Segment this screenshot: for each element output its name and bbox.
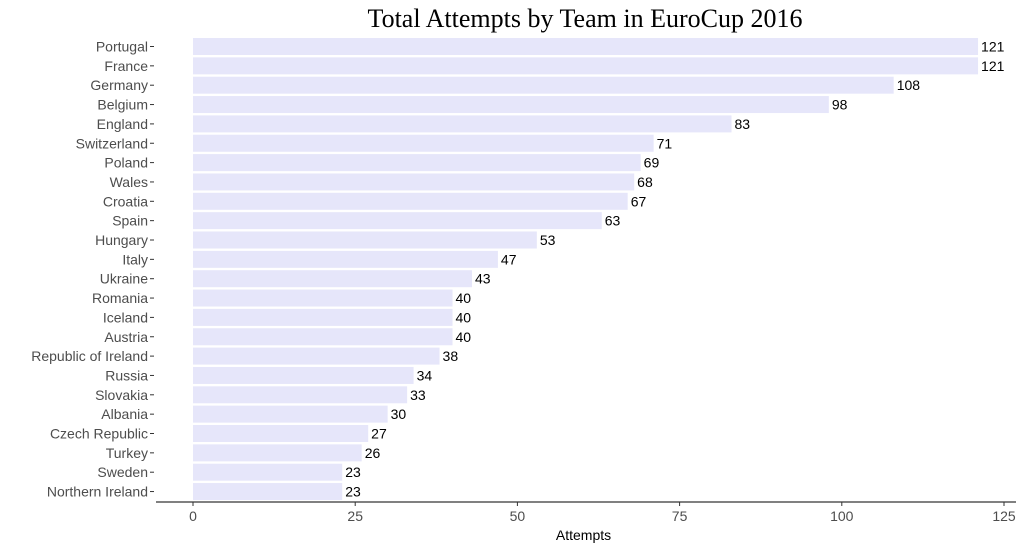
x-tick-label-50: 50 xyxy=(510,508,526,524)
bar-portugal xyxy=(193,38,979,55)
category-label-turkey: Turkey xyxy=(106,445,148,461)
category-label-italy: Italy xyxy=(122,251,148,267)
category-label-poland: Poland xyxy=(104,155,148,171)
x-axis-title: Attempts xyxy=(556,527,611,543)
bar-iceland xyxy=(193,308,453,326)
category-labels: Portugal France Germany Belgium England Switz… xyxy=(31,39,154,500)
bar-belgium xyxy=(193,96,829,114)
bar-switzerland xyxy=(193,134,654,152)
category-label-albania: Albania xyxy=(101,406,148,422)
bar-czech-republic xyxy=(193,425,369,442)
category-label-romania: Romania xyxy=(92,290,148,306)
value-label-sweden: 23 xyxy=(345,464,361,480)
bar-croatia xyxy=(193,192,628,210)
bar-romania xyxy=(193,289,453,307)
bar-republic-of-ireland xyxy=(193,347,440,365)
value-label-spain: 63 xyxy=(605,213,621,229)
category-label-slovakia: Slovakia xyxy=(95,387,148,403)
x-tick-label-125: 125 xyxy=(992,508,1016,524)
value-label-northern-ireland: 23 xyxy=(345,484,361,500)
category-label-wales: Wales xyxy=(110,174,148,190)
value-label-ukraine: 43 xyxy=(475,271,491,287)
value-label-france: 121 xyxy=(981,58,1005,74)
bar-england xyxy=(193,115,732,133)
category-label-sweden: Sweden xyxy=(97,464,148,480)
value-label-switzerland: 71 xyxy=(657,135,673,151)
category-label-iceland: Iceland xyxy=(103,309,148,325)
category-label-austria: Austria xyxy=(104,329,148,345)
category-label-france: France xyxy=(104,58,148,74)
category-label-switzerland: Switzerland xyxy=(76,135,148,151)
category-label-northern-ireland: Northern Ireland xyxy=(47,484,148,500)
bar-russia xyxy=(193,366,414,384)
value-label-iceland: 40 xyxy=(456,309,472,325)
value-label-poland: 69 xyxy=(644,155,660,171)
bar-wales xyxy=(193,173,635,191)
bar-turkey xyxy=(193,444,362,462)
value-label-romania: 40 xyxy=(456,290,472,306)
x-tick-label-0: 0 xyxy=(189,508,197,524)
bar-italy xyxy=(193,250,498,268)
category-label-spain: Spain xyxy=(112,213,148,229)
bar-slovakia xyxy=(193,386,408,404)
value-label-portugal: 121 xyxy=(981,39,1005,55)
bar-germany xyxy=(193,76,894,94)
category-label-russia: Russia xyxy=(105,367,148,383)
value-label-italy: 47 xyxy=(501,251,517,267)
value-label-wales: 68 xyxy=(637,174,653,190)
category-label-belgium: Belgium xyxy=(97,97,148,113)
value-label-republic-of-ireland: 38 xyxy=(443,348,459,364)
value-label-albania: 30 xyxy=(391,406,407,422)
category-label-ukraine: Ukraine xyxy=(100,271,148,287)
value-label-belgium: 98 xyxy=(832,97,848,113)
bar-austria xyxy=(193,328,453,346)
value-label-czech-republic: 27 xyxy=(371,426,387,442)
value-label-germany: 108 xyxy=(897,77,921,93)
bar-sweden xyxy=(193,463,343,481)
x-tick-label-75: 75 xyxy=(672,508,688,524)
bar-northern-ireland xyxy=(193,483,343,501)
bar-ukraine xyxy=(193,270,472,288)
category-label-republic-of-ireland: Republic of Ireland xyxy=(31,348,148,364)
bars-group xyxy=(193,38,979,501)
category-label-croatia: Croatia xyxy=(103,193,148,209)
category-label-germany: Germany xyxy=(90,77,148,93)
category-label-portugal: Portugal xyxy=(96,39,148,55)
category-label-hungary: Hungary xyxy=(95,232,148,248)
x-axis-ticks: 0 25 50 75 100 125 xyxy=(189,502,1016,524)
bar-france xyxy=(193,57,979,75)
value-label-turkey: 26 xyxy=(365,445,381,461)
category-label-czech-republic: Czech Republic xyxy=(50,426,148,442)
bar-albania xyxy=(193,405,388,423)
bar-poland xyxy=(193,154,641,172)
value-label-russia: 34 xyxy=(417,367,433,383)
value-label-croatia: 67 xyxy=(631,193,647,209)
value-label-austria: 40 xyxy=(456,329,472,345)
chart-title: Total Attempts by Team in EuroCup 2016 xyxy=(368,4,803,33)
x-tick-label-25: 25 xyxy=(347,508,363,524)
bar-hungary xyxy=(193,231,537,249)
value-label-slovakia: 33 xyxy=(410,387,426,403)
value-label-hungary: 53 xyxy=(540,232,556,248)
x-tick-label-100: 100 xyxy=(830,508,854,524)
value-label-england: 83 xyxy=(735,116,751,132)
category-label-england: England xyxy=(97,116,148,132)
bar-spain xyxy=(193,212,602,230)
value-labels: 1211211089883716968676353474340404038343… xyxy=(345,39,1004,500)
